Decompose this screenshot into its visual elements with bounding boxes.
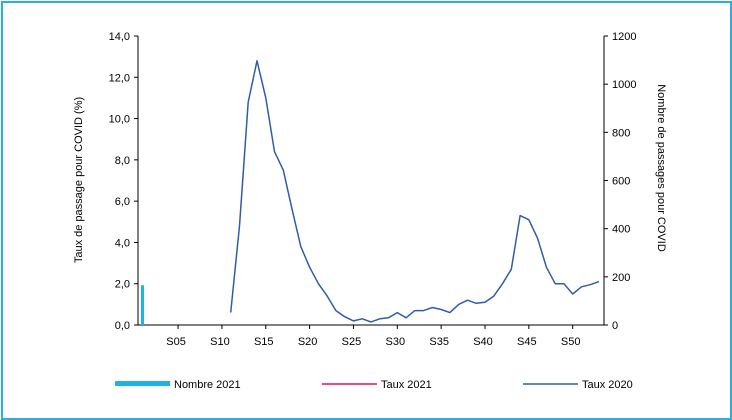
- left-tick-label: 6,0: [115, 196, 130, 208]
- legend-label: Taux 2020: [582, 379, 633, 391]
- x-tick-label: S30: [386, 336, 406, 348]
- left-tick-label: 8,0: [115, 155, 130, 167]
- plot-area: [141, 60, 600, 325]
- legend-item: Taux 2021: [322, 379, 432, 391]
- x-tick-label: S20: [298, 336, 318, 348]
- left-tick-label: 4,0: [115, 237, 130, 249]
- x-tick-label: S10: [210, 336, 230, 348]
- right-tick-label: 400: [612, 224, 630, 236]
- legend-label: Taux 2021: [381, 379, 432, 391]
- legend-label: Nombre 2021: [174, 379, 241, 391]
- x-tick-label: S35: [429, 336, 449, 348]
- right-tick-label: 1200: [612, 31, 636, 43]
- legend-swatch: [115, 381, 170, 386]
- left-axis: 0,0 2,0 4,0 6,0 8,0 10,0 12,0 14,0: [109, 31, 139, 332]
- right-tick-label: 200: [612, 272, 630, 284]
- right-tick-label: 1000: [612, 79, 636, 91]
- legend-item: Nombre 2021: [115, 379, 241, 391]
- right-axis-title: Nombre de passages pour COVID: [655, 84, 667, 252]
- right-tick-label: 0: [612, 320, 618, 332]
- right-tick-label: 600: [612, 176, 630, 188]
- x-tick-label: S45: [517, 336, 537, 348]
- x-tick-label: S05: [166, 336, 186, 348]
- x-axis: S05 S10 S15 S20 S25 S30 S35 S40 S45 S50: [138, 324, 604, 348]
- right-tick-label: 800: [612, 127, 630, 139]
- left-tick-label: 0,0: [115, 320, 130, 332]
- left-tick-label: 12,0: [109, 72, 130, 84]
- legend-item: Taux 2020: [523, 379, 633, 391]
- x-tick-label: S50: [561, 336, 581, 348]
- x-tick-label: S40: [473, 336, 493, 348]
- left-tick-label: 14,0: [109, 31, 130, 43]
- right-axis: 0 200 400 600 800 1000 1200: [603, 31, 636, 332]
- line-taux-2020: [229, 60, 600, 323]
- x-tick-label: S15: [254, 336, 274, 348]
- legend: Nombre 2021 Taux 2021 Taux 2020: [115, 379, 633, 391]
- left-axis-title: Taux de passage pour COVID (%): [73, 97, 85, 263]
- bar-nombre-2021: [141, 285, 144, 325]
- left-tick-label: 10,0: [109, 114, 130, 126]
- left-tick-label: 2,0: [115, 279, 130, 291]
- x-tick-label: S25: [342, 336, 362, 348]
